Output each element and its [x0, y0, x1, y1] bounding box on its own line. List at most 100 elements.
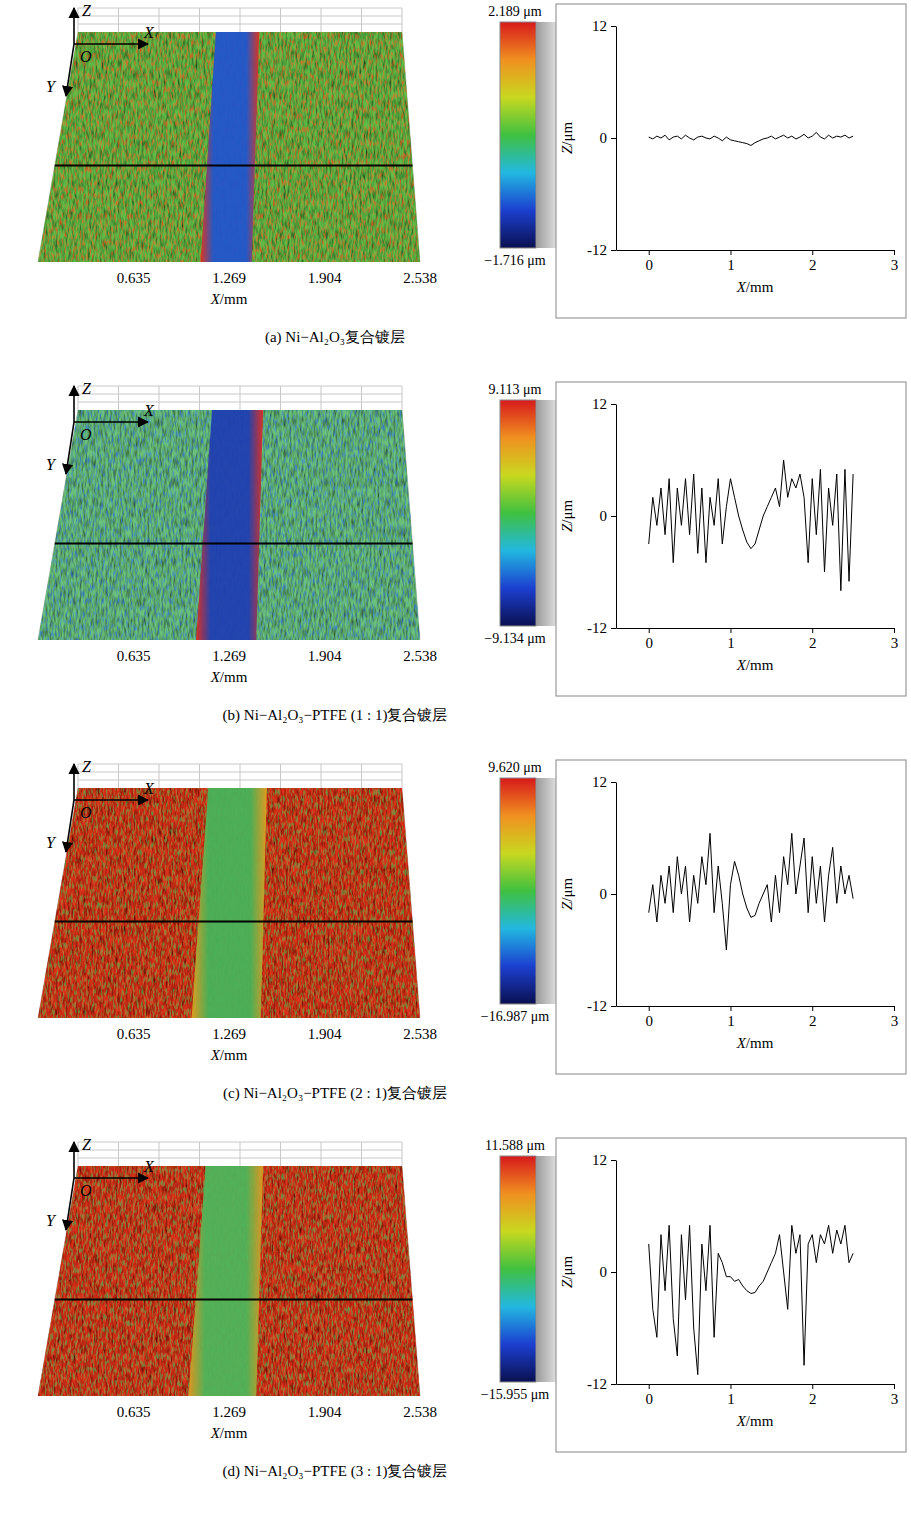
tick-label: 3	[891, 635, 899, 651]
tick-label: 1.904	[308, 1026, 342, 1042]
tick-mark	[649, 1006, 650, 1011]
tick-label: 0	[600, 886, 608, 902]
grid-line	[321, 1142, 322, 1166]
y-tick: 12	[592, 1152, 616, 1168]
grid-line	[199, 764, 200, 788]
label-part: /mm	[220, 669, 248, 685]
profile-frame	[556, 760, 906, 1074]
tick-mark	[611, 1160, 616, 1161]
axis-icon-label: Z	[82, 2, 92, 19]
label-part: /mm	[220, 1047, 248, 1063]
label-part: O	[80, 804, 92, 821]
axis-icon-label: Y	[46, 1212, 57, 1229]
label-part: Z	[82, 2, 92, 19]
grid-line	[280, 764, 281, 788]
tick-label: -12	[587, 620, 607, 636]
axis-icon-label: X	[143, 402, 155, 419]
axis-icon-label: O	[80, 426, 92, 443]
axis-arrow	[66, 800, 74, 852]
section-line	[55, 164, 413, 166]
wireframe	[38, 1142, 420, 1396]
x-tick: 1	[727, 1006, 735, 1029]
colorbar-label: −9.134 μm	[484, 631, 545, 646]
tick-label: 2	[809, 257, 817, 273]
axis-icon-label: Z	[82, 758, 92, 775]
profile-line	[649, 1225, 853, 1374]
tick-label: 3	[891, 1013, 899, 1029]
axis-title: X/mm	[736, 1413, 774, 1429]
tick-label: 2	[809, 1013, 817, 1029]
x-axis: 0 1 2 3	[617, 1006, 899, 1029]
connector	[536, 22, 556, 248]
x-tick: 0	[645, 1006, 653, 1029]
y-tick: 12	[592, 396, 616, 412]
x-tick: 2	[809, 250, 817, 273]
caption: (a) Ni−Al₂O₃复合镀层	[265, 329, 405, 346]
axis-title: Z/μm	[559, 500, 575, 533]
tick-label: 0	[600, 130, 608, 146]
colorbar-label: 9.620 μm	[488, 760, 542, 775]
tick-label: 0.635	[117, 270, 151, 286]
axis-arrow	[74, 799, 148, 801]
surface	[38, 410, 420, 640]
plot-area	[649, 833, 853, 950]
axis-icon: Z X Y O	[46, 758, 155, 852]
axis-icon-label: O	[80, 804, 92, 821]
label-part: Y	[46, 834, 57, 851]
colorbar-label: 9.113 μm	[489, 382, 542, 397]
axis-arrow	[74, 1177, 148, 1179]
tick-mark	[611, 26, 616, 27]
x-tick: 0	[645, 628, 653, 651]
axis-arrow	[74, 43, 148, 45]
grid-line	[402, 764, 403, 788]
colorbar-label: 11.588 μm	[485, 1138, 545, 1153]
surface	[38, 32, 420, 262]
x-tick: 3	[891, 1006, 899, 1029]
caption: (c) Ni−Al₂O₃−PTFE (2 : 1)复合镀层	[223, 1085, 447, 1102]
colorbar	[500, 1156, 536, 1382]
x-ticks: 0.6351.2691.9042.538	[117, 648, 437, 664]
label-part: /μm	[559, 500, 575, 524]
axis-icon-label: X	[143, 24, 155, 41]
axis-title: Z/μm	[559, 122, 575, 155]
label-part: /μm	[559, 1256, 575, 1280]
colorbar-label: −1.716 μm	[484, 253, 545, 268]
axis-title: X/mm	[210, 1425, 248, 1441]
grid-line	[78, 764, 79, 788]
colorbar	[500, 778, 536, 1004]
y-tick: 0	[600, 886, 617, 902]
axis-icon-label: Z	[82, 1136, 92, 1153]
profile-frame	[556, 4, 906, 318]
axis-icon-label: O	[80, 1182, 92, 1199]
tick-mark	[812, 1384, 813, 1389]
surface	[38, 788, 420, 1018]
tick-label: -12	[587, 1376, 607, 1392]
tick-label: 1.904	[308, 1404, 342, 1420]
panel: ZXYO0.6351.2691.9042.538X/mm9.113 μm−9.1…	[38, 380, 906, 724]
wear-track	[196, 410, 263, 640]
axis-icon-label: Y	[46, 78, 57, 95]
tick-label: 0	[645, 257, 653, 273]
colorbar	[500, 400, 536, 626]
tick-mark	[611, 894, 616, 895]
label-part: X	[143, 780, 155, 797]
axis-arrow	[66, 1178, 74, 1230]
x-axis: 0123	[617, 1384, 899, 1407]
colorbar-label: −16.987 μm	[481, 1009, 549, 1024]
panel: ZXYO0.6351.2691.9042.538X/mm2.189 μm−1.7…	[38, 2, 906, 346]
tick-mark	[611, 404, 616, 405]
profile-frame	[556, 382, 906, 696]
axis-arrow	[74, 421, 148, 423]
tick-mark	[812, 628, 813, 633]
axis-line	[617, 1006, 895, 1007]
label-part: Z	[82, 380, 92, 397]
axis-title: Z/μm	[559, 1256, 575, 1289]
label-part: /mm	[746, 657, 774, 673]
profile-line	[649, 460, 853, 591]
section-line	[55, 1298, 413, 1300]
axis-title: X/mm	[210, 669, 248, 685]
x-tick: 2	[809, 1384, 817, 1407]
grid-line	[199, 1142, 200, 1166]
grid-line	[321, 386, 322, 410]
x-tick: 1	[727, 1384, 735, 1407]
